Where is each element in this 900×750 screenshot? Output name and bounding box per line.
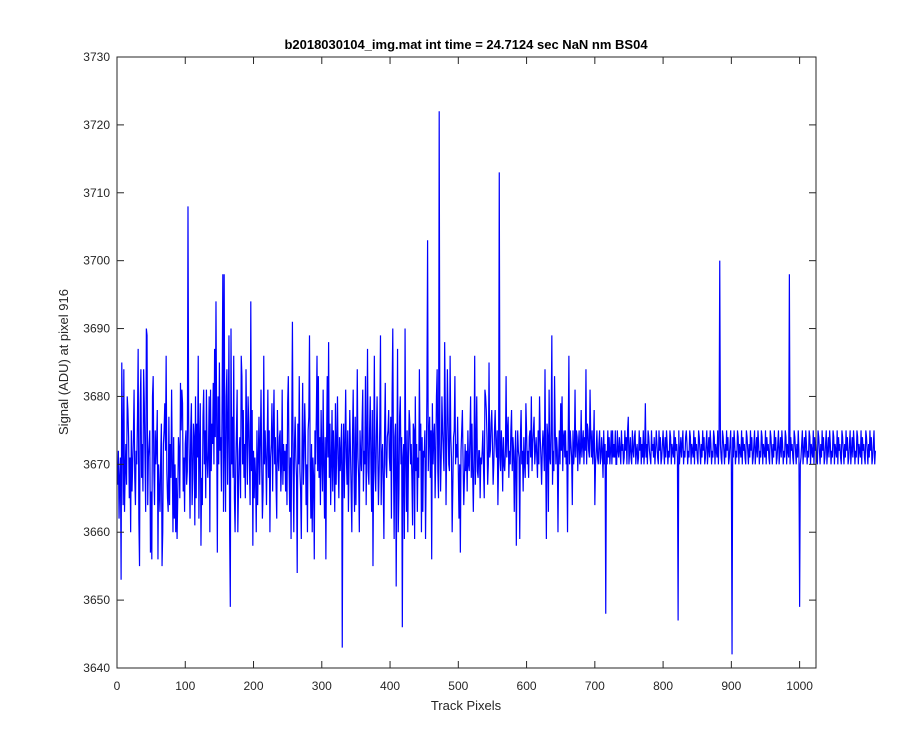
x-tick-label: 700 bbox=[585, 679, 605, 693]
data-layer bbox=[117, 111, 876, 655]
y-tick-label: 3710 bbox=[83, 186, 110, 200]
y-tick-label: 3730 bbox=[83, 50, 110, 64]
y-tick-label: 3670 bbox=[83, 457, 110, 471]
chart-title: b2018030104_img.mat int time = 24.7124 s… bbox=[284, 37, 648, 52]
y-tick-label: 3690 bbox=[83, 322, 110, 336]
x-axis-label: Track Pixels bbox=[431, 698, 502, 713]
x-tick-label: 500 bbox=[448, 679, 468, 693]
y-tick-label: 3720 bbox=[83, 118, 110, 132]
series-line bbox=[117, 111, 876, 655]
x-tick-label: 900 bbox=[721, 679, 741, 693]
y-tick-label: 3700 bbox=[83, 254, 110, 268]
x-tick-label: 1000 bbox=[786, 679, 813, 693]
tick-layer: 0 100 200 300 400 500 600 700 800 900 1000 3640 3650… bbox=[83, 50, 816, 693]
x-tick-label: 800 bbox=[653, 679, 673, 693]
axes-box bbox=[116, 56, 817, 669]
x-tick-label: 400 bbox=[380, 679, 400, 693]
x-tick-label: 200 bbox=[244, 679, 264, 693]
y-tick-label: 3650 bbox=[83, 593, 110, 607]
y-tick-label: 3680 bbox=[83, 389, 110, 403]
x-tick-label: 600 bbox=[517, 679, 537, 693]
y-axis-label: Signal (ADU) at pixel 916 bbox=[56, 289, 71, 435]
x-tick-label: 0 bbox=[114, 679, 121, 693]
y-tick-label: 3640 bbox=[83, 661, 110, 675]
x-tick-label: 300 bbox=[312, 679, 332, 693]
y-tick-label: 3660 bbox=[83, 525, 110, 539]
x-tick-label: 100 bbox=[175, 679, 195, 693]
